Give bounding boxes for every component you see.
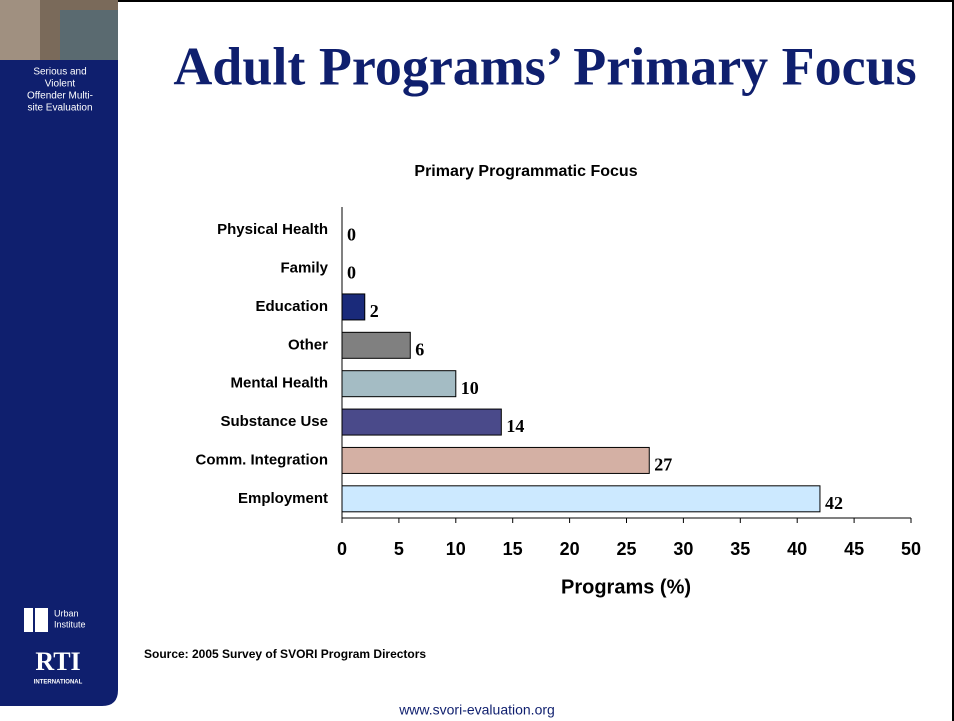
sidebar <box>0 0 118 706</box>
bar <box>341 370 457 398</box>
bar <box>341 408 502 436</box>
x-tick-label: 25 <box>616 539 636 559</box>
bar <box>341 446 650 474</box>
sidebar-caption: Offender Multi- <box>27 91 93 102</box>
slide-title: Adult Programs’ Primary Focus <box>173 36 916 96</box>
x-tick-label: 35 <box>730 539 750 559</box>
chart-title: Primary Programmatic Focus <box>414 163 637 180</box>
x-tick-label: 10 <box>446 539 466 559</box>
value-label: 14 <box>506 416 524 436</box>
y-tick-label: Substance Use <box>220 413 328 430</box>
x-tick-label: 50 <box>901 539 921 559</box>
photo-detail <box>60 10 118 60</box>
y-tick-label: Mental Health <box>230 375 328 392</box>
urban-logo-text: Institute <box>54 619 86 629</box>
footer-url: www.svori-evaluation.org <box>398 702 555 718</box>
rti-logo: RTI <box>35 647 80 676</box>
x-tick-label: 15 <box>503 539 523 559</box>
sidebar-caption: Serious and <box>33 67 86 78</box>
value-label: 10 <box>461 378 479 398</box>
x-tick-label: 45 <box>844 539 864 559</box>
y-tick-label: Employment <box>238 490 328 507</box>
rti-logo-sub: INTERNATIONAL <box>34 680 83 686</box>
x-tick-label: 30 <box>673 539 693 559</box>
y-tick-label: Family <box>280 260 328 277</box>
y-tick-label: Comm. Integration <box>195 451 328 468</box>
sidebar-caption: Violent <box>45 79 76 90</box>
value-label: 2 <box>370 301 379 321</box>
urban-logo-text: Urban <box>54 608 79 618</box>
source-note: Source: 2005 Survey of SVORI Program Dir… <box>144 647 426 661</box>
y-tick-label: Physical Health <box>217 221 328 238</box>
bar <box>341 331 411 359</box>
sidebar-caption: site Evaluation <box>27 103 92 114</box>
value-label: 42 <box>825 493 843 513</box>
bar <box>341 293 366 321</box>
x-axis-label: Programs (%) <box>561 576 691 598</box>
photo-detail <box>0 0 40 60</box>
value-label: 27 <box>654 455 672 475</box>
value-label: 0 <box>347 263 356 283</box>
x-tick-label: 20 <box>560 539 580 559</box>
x-tick-label: 0 <box>337 539 347 559</box>
value-label: 0 <box>347 224 356 244</box>
bar <box>341 485 821 513</box>
urban-logo-icon <box>24 608 48 632</box>
value-label: 6 <box>415 339 424 359</box>
y-tick-label: Education <box>255 298 328 315</box>
x-tick-label: 5 <box>394 539 404 559</box>
x-tick-label: 40 <box>787 539 807 559</box>
y-tick-label: Other <box>288 336 328 353</box>
